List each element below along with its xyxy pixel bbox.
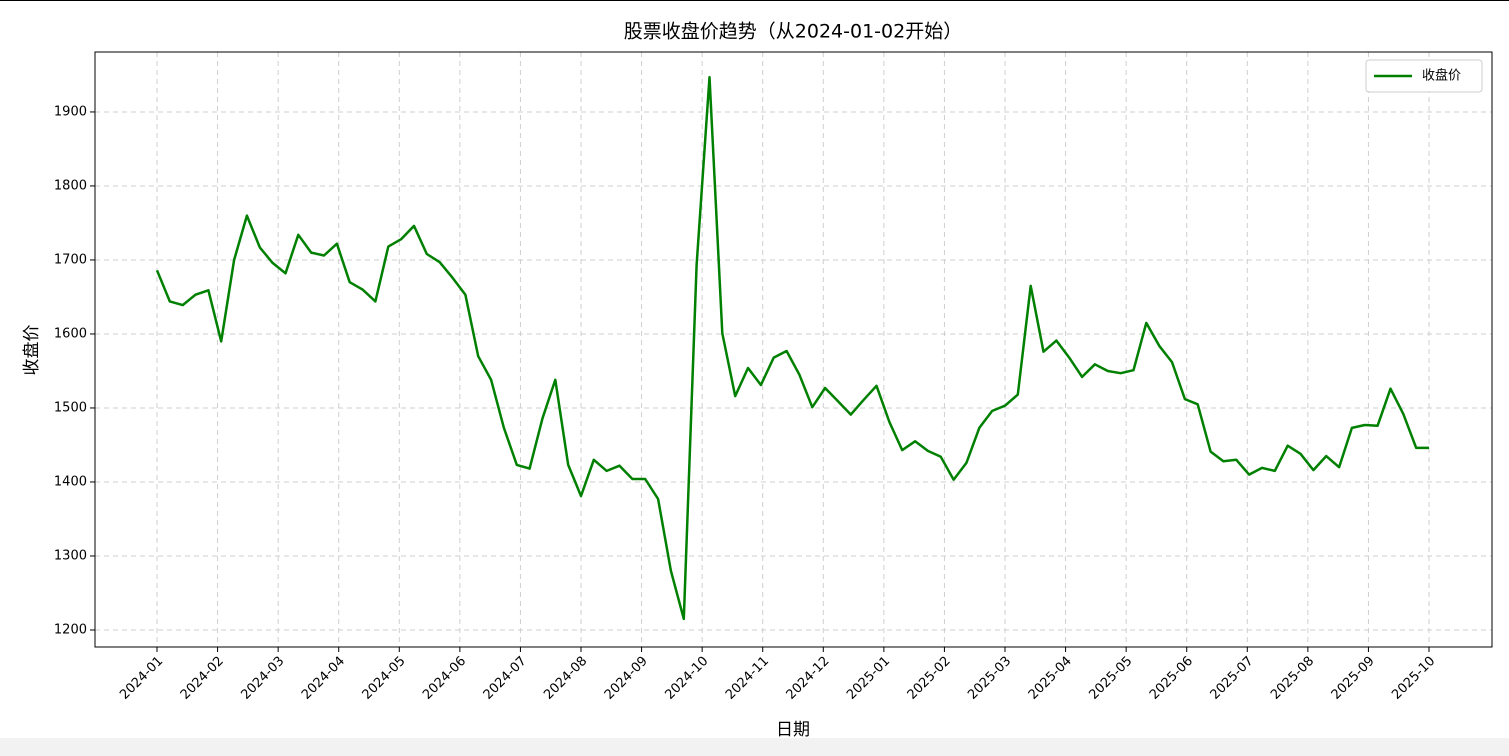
- x-tick-label: 2025-01: [844, 654, 893, 703]
- x-tick-label: 2024-01: [117, 654, 166, 703]
- x-tick-label: 2025-07: [1208, 654, 1257, 703]
- x-tick-label: 2025-08: [1268, 654, 1317, 703]
- x-tick-label: 2024-06: [420, 654, 469, 703]
- bottom-bar: [0, 738, 1509, 756]
- y-tick-label: 1400: [54, 474, 87, 489]
- chart-title: 股票收盘价趋势（从2024-01-02开始）: [624, 21, 962, 43]
- x-tick-label: 2024-08: [541, 654, 590, 703]
- price-line: [155, 75, 1429, 621]
- y-axis-label: 收盘价: [22, 325, 42, 376]
- x-tick-label: 2024-12: [784, 654, 833, 703]
- plot-frame: [94, 51, 1493, 648]
- legend-box: [1365, 59, 1483, 93]
- x-tick-label: 2024-09: [602, 654, 651, 703]
- x-axis-label: 日期: [776, 720, 810, 740]
- y-tick-label: 1300: [54, 548, 87, 563]
- x-tick-label: 2025-10: [1389, 654, 1438, 703]
- x-tick-label: 2025-03: [965, 654, 1014, 703]
- x-tick-label: 2024-10: [662, 654, 711, 703]
- x-tick-label: 2024-05: [360, 654, 409, 703]
- y-tick-label: 1200: [54, 622, 87, 637]
- x-tick-label: 2025-02: [905, 654, 954, 703]
- y-tick-label: 1800: [54, 178, 87, 193]
- x-tick-label: 2025-04: [1026, 654, 1075, 703]
- x-tick-label: 2025-09: [1329, 654, 1378, 703]
- x-tick-label: 2024-07: [481, 654, 530, 703]
- y-tick-label: 1700: [54, 252, 87, 267]
- x-tick-label: 2024-04: [299, 654, 348, 703]
- x-tick-label: 2024-03: [238, 654, 287, 703]
- y-tick-label: 1500: [54, 400, 87, 415]
- x-tick-label: 2025-06: [1147, 654, 1196, 703]
- y-tick-label: 1600: [54, 326, 87, 341]
- y-tick-label: 1900: [54, 104, 87, 119]
- legend-label: 收盘价: [1422, 68, 1461, 84]
- x-tick-label: 2025-05: [1086, 654, 1135, 703]
- x-tick-label: 2024-11: [723, 654, 772, 703]
- x-tick-label: 2024-02: [178, 654, 227, 703]
